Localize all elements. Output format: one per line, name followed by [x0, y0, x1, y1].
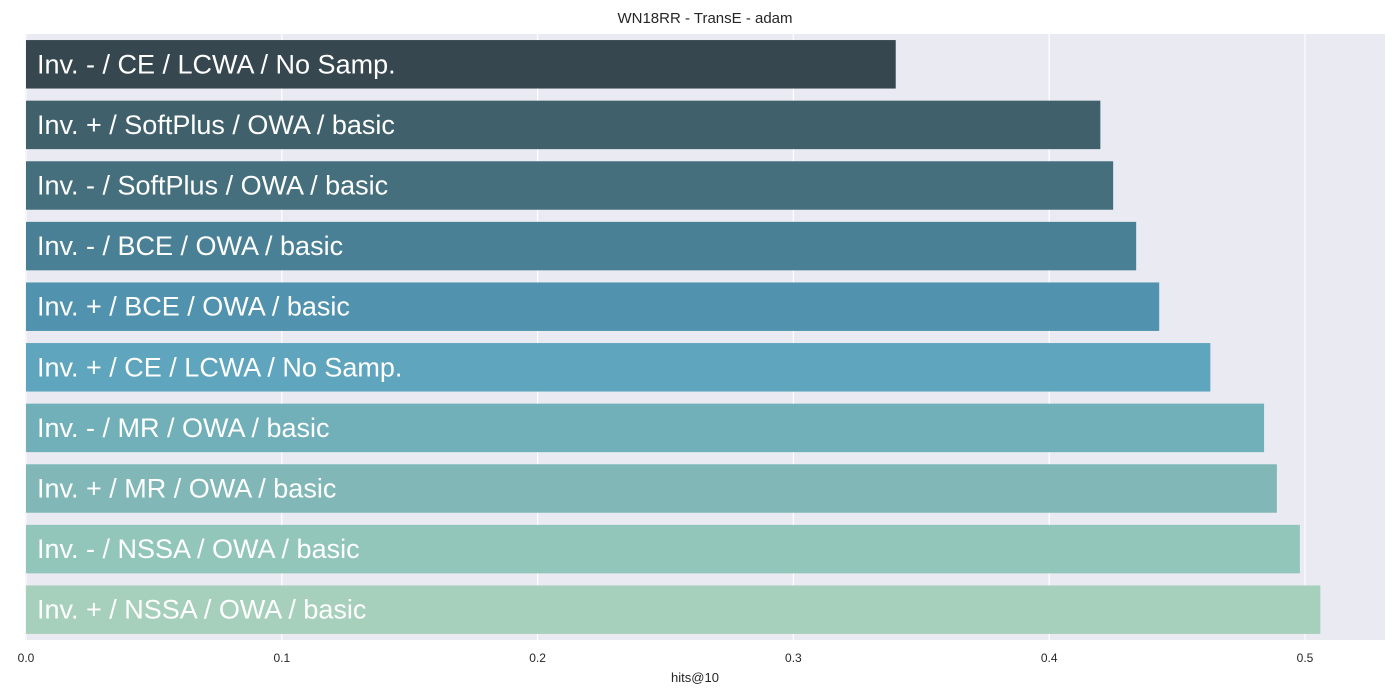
chart-title: WN18RR - TransE - adam [617, 10, 793, 27]
bar-label: Inv. + / MR / OWA / basic [37, 474, 336, 504]
bar [26, 524, 1300, 574]
x-tick-label: 0.1 [273, 651, 290, 665]
bar [26, 464, 1277, 513]
bar [26, 585, 1321, 634]
bar [26, 343, 1211, 392]
x-tick-label: 0.3 [785, 651, 802, 665]
bar [26, 100, 1101, 150]
bar [26, 40, 896, 89]
bar-label: Inv. + / NSSA / OWA / basic [37, 595, 366, 625]
bar-label: Inv. + / BCE / OWA / basic [37, 292, 350, 322]
x-tick-label: 0.0 [18, 651, 35, 665]
bar-label: Inv. - / CE / LCWA / No Samp. [37, 49, 396, 79]
x-tick-label: 0.5 [1297, 651, 1314, 665]
bar-label: Inv. + / CE / LCWA / No Samp. [37, 352, 402, 382]
bar [26, 282, 1160, 331]
bar-label: Inv. + / SoftPlus / OWA / basic [37, 110, 395, 140]
bar [26, 403, 1265, 453]
x-tick-label: 0.4 [1041, 651, 1058, 665]
bar [26, 161, 1114, 210]
x-axis-label: hits@10 [671, 670, 719, 685]
x-axis-ticks: 0.0 0.1 0.2 0.3 0.4 0.5 [18, 651, 1314, 665]
bar-label: Inv. - / NSSA / OWA / basic [37, 534, 360, 564]
bar-label: Inv. - / SoftPlus / OWA / basic [37, 171, 388, 201]
bars: Inv. - / CE / LCWA / No Samp. Inv. + / So… [26, 40, 1321, 634]
bar-label: Inv. - / BCE / OWA / basic [37, 231, 343, 261]
x-tick-label: 0.2 [529, 651, 546, 665]
bar-label: Inv. - / MR / OWA / basic [37, 413, 330, 443]
bar [26, 221, 1137, 271]
